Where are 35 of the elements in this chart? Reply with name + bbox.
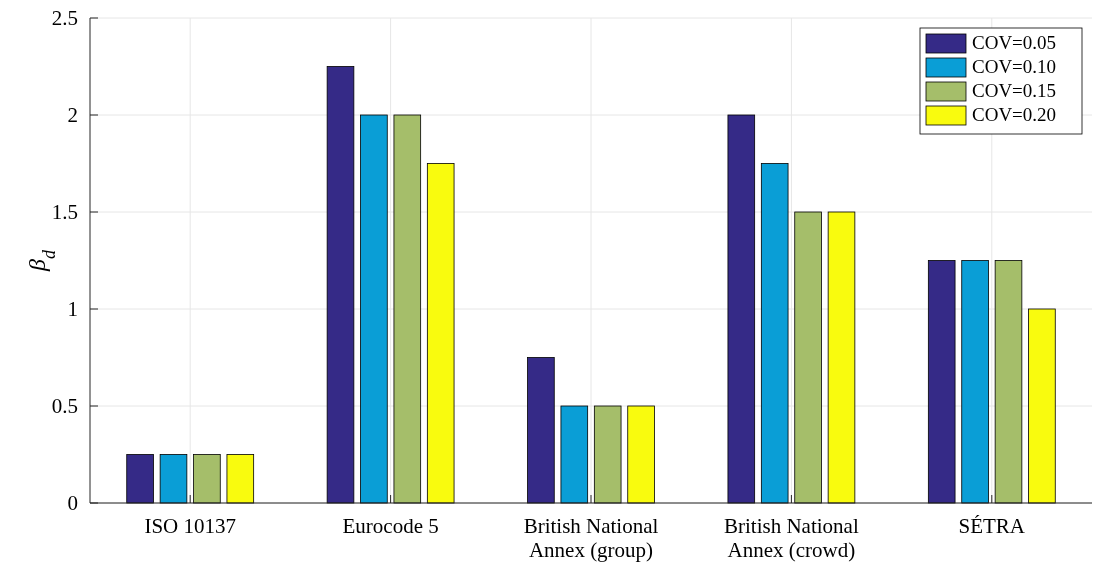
bar bbox=[794, 211, 822, 504]
bar bbox=[994, 260, 1023, 504]
x-tick-label: British National Annex (group) bbox=[523, 514, 659, 562]
y-tick-label: 1.5 bbox=[51, 200, 78, 225]
bar bbox=[226, 454, 255, 504]
bar bbox=[760, 163, 789, 504]
bar bbox=[426, 163, 455, 504]
bar bbox=[727, 114, 756, 504]
x-tick-label: SÉTRA bbox=[958, 514, 1026, 538]
bar bbox=[627, 405, 655, 504]
bar bbox=[527, 357, 555, 504]
x-tick-label: ISO 10137 bbox=[144, 514, 236, 538]
y-tick-label: 2.5 bbox=[51, 6, 78, 31]
y-tick-label: 1 bbox=[67, 297, 78, 322]
y-tick-label: 0 bbox=[67, 491, 78, 516]
bar bbox=[126, 454, 154, 504]
bar bbox=[360, 114, 388, 504]
bar bbox=[961, 260, 989, 504]
bar bbox=[1028, 308, 1056, 504]
bar bbox=[193, 454, 221, 504]
legend-label: COV=0.20 bbox=[972, 104, 1057, 125]
y-tick-label: 0.5 bbox=[51, 394, 78, 419]
legend-label: COV=0.10 bbox=[972, 56, 1057, 77]
legend-label: COV=0.05 bbox=[972, 32, 1057, 53]
bar bbox=[827, 211, 856, 504]
x-tick-label: Eurocode 5 bbox=[342, 514, 439, 538]
y-tick-label: 2 bbox=[67, 103, 78, 128]
bar bbox=[159, 454, 188, 504]
x-tick-label: British National Annex (crowd) bbox=[724, 514, 859, 562]
bar bbox=[326, 66, 355, 504]
legend-label: COV=0.15 bbox=[972, 80, 1057, 101]
bar bbox=[560, 405, 589, 504]
bar bbox=[393, 114, 422, 504]
bar bbox=[593, 405, 622, 504]
bar bbox=[927, 260, 956, 504]
